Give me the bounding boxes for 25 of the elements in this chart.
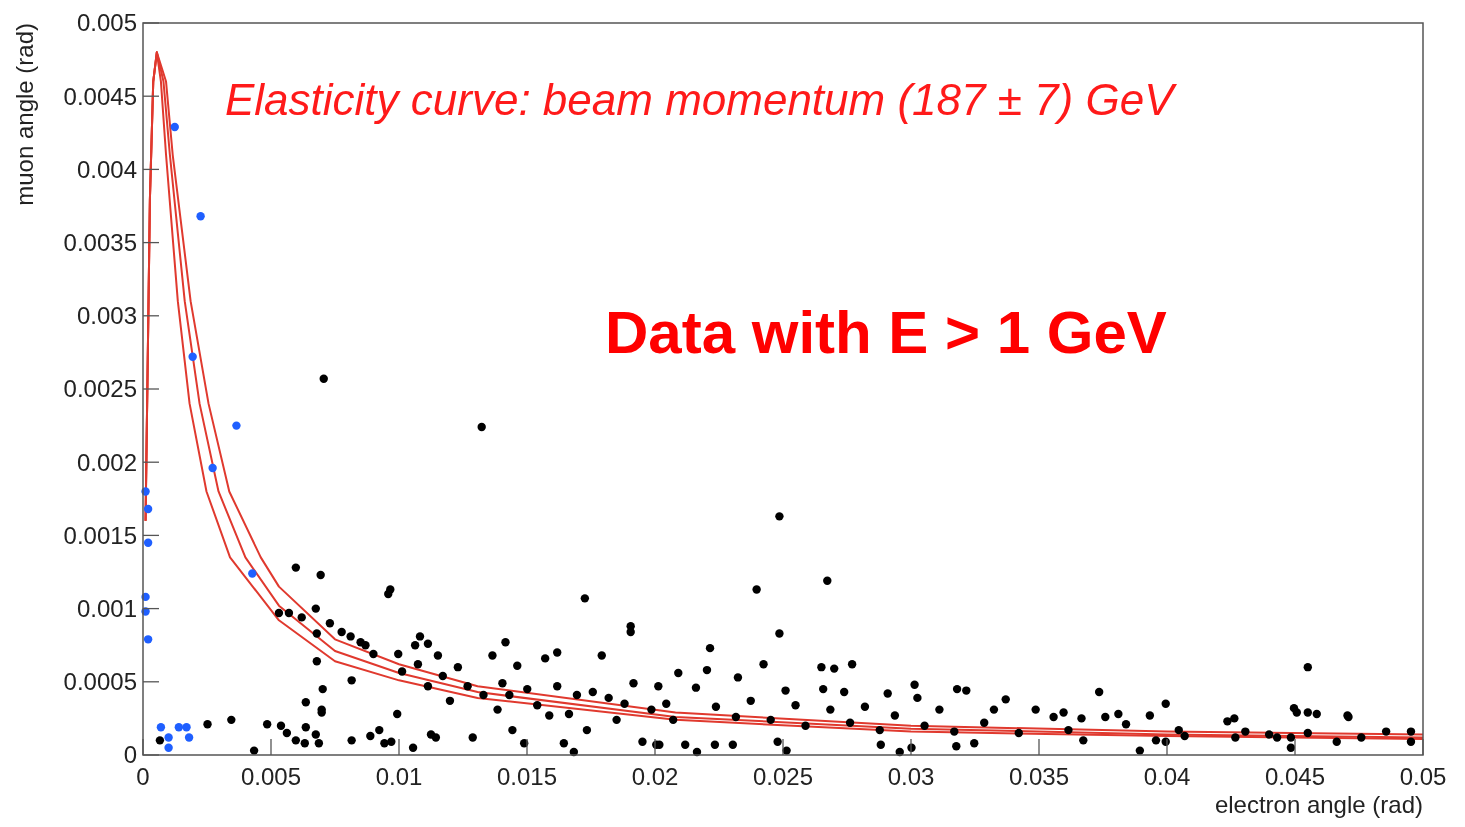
annotation: Elasticity curve: beam momentum (187 ± 7) GeV (225, 75, 1178, 124)
y-tick-label: 0.001 (76, 595, 137, 622)
x-tick-label: 0.05 (1399, 763, 1447, 790)
annotation: Data with E > 1 GeV (605, 299, 1167, 366)
y-tick-label: 0.004 (76, 155, 137, 183)
x-tick-label: 0.02 (631, 763, 679, 790)
y-tick-label: 0.0025 (63, 375, 137, 403)
x-tick-label: 0.025 (752, 763, 814, 790)
x-tick-label: 0.035 (1008, 763, 1070, 790)
x-tick-label: 0.005 (240, 763, 302, 790)
x-tick-label: 0.03 (887, 763, 935, 790)
y-tick-label: 0.002 (76, 448, 137, 476)
y-tick-label: 0 (123, 741, 137, 769)
y-tick-label: 0.005 (76, 9, 137, 37)
y-tick-label: 0.0045 (63, 82, 137, 110)
y-tick-label: 0.0005 (63, 668, 137, 696)
x-tick-label: 0.04 (1143, 763, 1191, 790)
y-tick-label: 0.0015 (63, 521, 137, 549)
x-tick-label: 0.01 (375, 763, 423, 790)
y-axis-title: muon angle (rad) (11, 23, 38, 206)
y-tick-label: 0.0035 (63, 229, 137, 256)
x-axis-title: electron angle (rad) (1214, 791, 1423, 818)
x-tick-label: 0.015 (496, 763, 558, 790)
x-tick-label: 0.045 (1264, 763, 1326, 790)
y-tick-label: 0.003 (76, 302, 137, 330)
